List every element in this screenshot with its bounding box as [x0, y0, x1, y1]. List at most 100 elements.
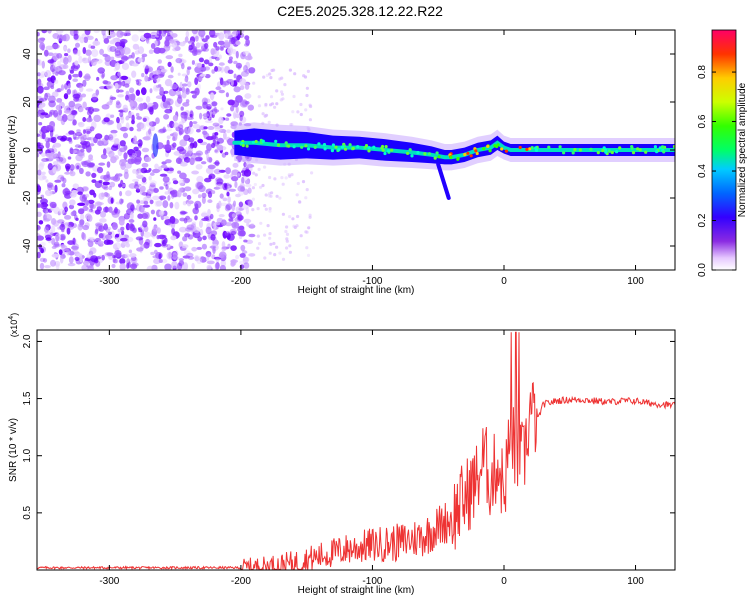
spectrogram-peak-cell — [466, 151, 470, 155]
spectrogram-noise-cell — [61, 183, 66, 188]
spectrogram-noise-cell — [239, 78, 247, 86]
spectrogram-noise-cell — [267, 120, 271, 124]
spectrogram-noise-cell — [202, 101, 208, 109]
spectrogram-noise-cell — [78, 55, 83, 64]
spectrogram-noise-cell — [244, 82, 250, 90]
spectrogram-noise-cell — [68, 204, 75, 210]
spectrogram-noise-cell — [252, 81, 256, 85]
spectrogram-noise-cell — [160, 196, 163, 201]
spectrogram-peak-cell — [530, 146, 534, 150]
spectrogram-noise-cell — [214, 124, 223, 130]
spectrogram-noise-cell — [252, 171, 256, 175]
spectrogram-peak-cell — [589, 147, 593, 151]
spectrogram-noise-cell — [257, 104, 262, 108]
spectrogram-noise-cell — [137, 151, 142, 158]
spectrogram-noise-cell — [67, 48, 71, 53]
spectrogram-noise-cell — [42, 218, 50, 223]
spectrogram-y-tick-label: -20 — [22, 190, 33, 205]
spectrogram-noise-cell — [119, 263, 126, 270]
spectrogram-noise-cell — [67, 156, 72, 160]
spectrogram-noise-cell — [135, 170, 142, 178]
spectrogram-noise-cell — [129, 253, 137, 258]
spectrogram-noise-cell — [117, 173, 123, 177]
spectrogram-noise-cell — [224, 39, 229, 44]
spectrogram-peak-cell — [638, 148, 642, 152]
spectrogram-noise-cell — [241, 176, 245, 184]
spectrogram-noise-cell — [256, 207, 260, 211]
spectrogram-noise-cell — [37, 113, 41, 118]
spectrogram-noise-cell — [82, 129, 86, 135]
spectrogram-peak-cell — [323, 147, 327, 151]
spectrogram-noise-cell — [268, 236, 272, 240]
spectrogram-noise-cell — [90, 255, 98, 263]
spectrogram-noise-cell — [154, 75, 161, 83]
spectrogram-noise-cell — [66, 88, 72, 95]
spectrogram-y-tick-label: 40 — [22, 48, 33, 60]
spectrogram-noise-cell — [55, 234, 60, 242]
spectrogram-noise-cell — [237, 226, 245, 233]
spectrogram-noise-cell — [246, 222, 250, 227]
spectrogram-noise-cell — [212, 111, 216, 115]
spectrogram-noise-cell — [145, 95, 151, 103]
spectrogram-noise-cell — [243, 262, 250, 269]
spectrogram-noise-cell — [143, 32, 152, 39]
spectrogram-noise-cell — [233, 200, 236, 207]
spectrogram-noise-cell — [206, 153, 210, 161]
spectrogram-peak-cell — [351, 146, 355, 151]
spectrogram-noise-cell — [155, 200, 163, 207]
spectrogram-noise-cell — [178, 179, 185, 187]
spectrogram-noise-cell — [237, 32, 245, 39]
spectrogram-noise-cell — [165, 30, 170, 34]
spectrogram-noise-cell — [45, 179, 49, 183]
spectrogram-noise-cell — [235, 206, 242, 213]
spectrogram-noise-cell — [195, 181, 203, 190]
spectrogram-noise-cell — [268, 251, 272, 255]
spectrogram-noise-cell — [45, 140, 50, 149]
spectrogram-noise-cell — [268, 175, 272, 180]
spectrogram-noise-cell — [109, 176, 117, 181]
spectrogram-x-tick-label: 0 — [501, 276, 507, 287]
spectrogram-noise-cell — [96, 76, 100, 81]
spectrogram-noise-cell — [188, 137, 195, 143]
spectrogram-noise-cell — [69, 164, 75, 171]
spectrogram-noise-cell — [83, 260, 89, 266]
spectrogram-noise-cell — [131, 52, 135, 59]
spectrogram-noise-cell — [167, 124, 171, 128]
spectrogram-noise-cell — [162, 200, 169, 209]
spectrogram-noise-cell — [39, 42, 45, 50]
spectrogram-x-tick-label: -100 — [362, 276, 382, 287]
spectrogram-noise-cell — [278, 251, 282, 255]
spectrogram-noise-cell — [275, 102, 279, 106]
spectrogram-noise-cell — [90, 96, 99, 103]
spectrogram-noise-cell — [119, 147, 127, 153]
spectrogram-noise-cell — [216, 206, 220, 213]
spectrogram-noise-cell — [101, 184, 108, 189]
spectrogram-noise-cell — [118, 183, 123, 188]
spectrogram-noise-cell — [87, 208, 91, 213]
spectrogram-noise-cell — [122, 47, 131, 55]
spectrogram-noise-cell — [48, 95, 56, 104]
spectrogram-noise-cell — [281, 97, 285, 101]
spectrogram-peak-cell — [662, 150, 666, 154]
spectrogram-noise-cell — [171, 218, 179, 225]
spectrogram-noise-cell — [127, 94, 136, 100]
spectrogram-noise-cell — [64, 192, 72, 199]
spectrogram-noise-cell — [230, 37, 236, 45]
spectrogram-noise-cell — [211, 69, 216, 74]
spectrogram-noise-cell — [199, 220, 203, 228]
spectrogram-noise-cell — [200, 256, 205, 261]
spectrogram-noise-cell — [140, 229, 145, 237]
spectrogram-noise-cell — [220, 107, 224, 111]
spectrogram-noise-cell — [168, 167, 174, 172]
spectrogram-noise-cell — [208, 173, 216, 180]
spectrogram-noise-cell — [184, 77, 189, 83]
spectrogram-noise-cell — [218, 214, 225, 218]
spectrogram-noise-cell — [181, 86, 186, 93]
spectrogram-noise-cell — [86, 35, 94, 40]
spectrogram-noise-cell — [213, 161, 220, 165]
spectrogram-noise-cell — [171, 189, 178, 198]
spectrogram-noise-cell — [247, 104, 254, 111]
spectrogram-noise-cell — [72, 73, 80, 78]
spectrogram-noise-cell — [109, 31, 116, 38]
spectrogram-noise-cell — [93, 192, 97, 198]
